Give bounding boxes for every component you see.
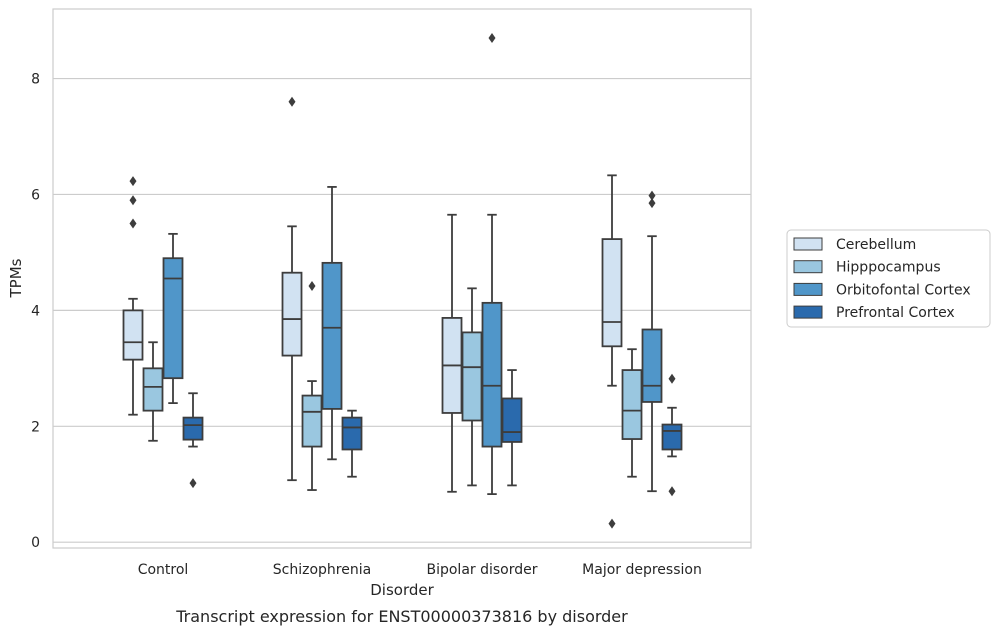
box-orbitofontal-cortex [481, 32, 503, 496]
box-cerebellum [281, 96, 303, 482]
iqr-box [281, 271, 303, 357]
y-tick-label: 2 [31, 419, 40, 435]
y-axis-label: TPMs [7, 258, 25, 298]
legend-swatch [793, 260, 823, 274]
iqr-box [122, 309, 144, 361]
outlier-point [648, 198, 656, 209]
legend-frame [786, 229, 991, 328]
y-tick-label: 8 [31, 72, 40, 88]
x-axis-label: Disorder [370, 581, 434, 599]
outlier-point [189, 478, 197, 489]
box-prefrontal-cortex [341, 409, 363, 478]
outlier-point [488, 32, 496, 43]
x-tick-label: Control [138, 562, 189, 578]
box-orbitofontal-cortex [321, 186, 343, 461]
box-prefrontal-cortex [661, 373, 683, 497]
legend-label: Orbitofontal Cortex [836, 282, 971, 298]
legend-label: Cerebellum [836, 237, 916, 253]
y-tick-label: 6 [31, 187, 40, 203]
outlier-point [129, 218, 137, 229]
x-tick-label: Bipolar disorder [426, 562, 537, 578]
plot-area [52, 8, 752, 549]
iqr-box [301, 394, 323, 448]
iqr-box [461, 331, 483, 422]
box-prefrontal-cortex [501, 369, 523, 487]
iqr-box [501, 397, 523, 443]
iqr-box [661, 423, 683, 451]
iqr-box [481, 301, 503, 448]
iqr-box [162, 257, 184, 380]
box-cerebellum [122, 176, 144, 416]
legend-swatch [793, 237, 823, 251]
chart-caption: Transcript expression for ENST0000037381… [175, 607, 628, 626]
x-tick-label: Major depression [582, 562, 702, 578]
legend-swatch [793, 282, 823, 296]
box-hipppocampus [301, 281, 323, 491]
outlier-point [129, 195, 137, 206]
legend: Cerebellum Hipppocampus Orbitofontal Corte… [786, 229, 991, 328]
box-cerebellum [441, 213, 463, 493]
outlier-point [129, 176, 137, 187]
iqr-box [182, 416, 204, 441]
outlier-point [288, 96, 296, 107]
outlier-point [608, 518, 616, 529]
outlier-point [668, 373, 676, 384]
iqr-box [641, 328, 663, 403]
box-hipppocampus [142, 341, 164, 442]
outlier-point [308, 281, 316, 292]
box-hipppocampus [621, 348, 643, 478]
y-tick-label: 4 [31, 303, 40, 319]
iqr-box [341, 416, 363, 451]
y-axis-ticks: 0 2 4 6 8 [31, 72, 40, 552]
legend-swatch [793, 305, 823, 319]
iqr-box [142, 367, 164, 412]
box-groups [122, 32, 683, 529]
iqr-box [621, 369, 643, 440]
box-prefrontal-cortex [182, 392, 204, 489]
legend-label: Prefrontal Cortex [836, 305, 955, 321]
outlier-point [668, 486, 676, 497]
box-orbitofontal-cortex [641, 190, 663, 493]
box-orbitofontal-cortex [162, 232, 184, 405]
legend-label: Hipppocampus [836, 260, 941, 276]
box-hipppocampus [461, 287, 483, 487]
x-axis-ticks: Control Schizophrenia Bipolar disorder Majo… [138, 562, 702, 578]
outlier-point [648, 190, 656, 201]
iqr-box [601, 238, 623, 348]
y-tick-label: 0 [31, 535, 40, 551]
box-cerebellum [601, 174, 623, 529]
x-tick-label: Schizophrenia [273, 562, 371, 578]
iqr-box [321, 261, 343, 410]
